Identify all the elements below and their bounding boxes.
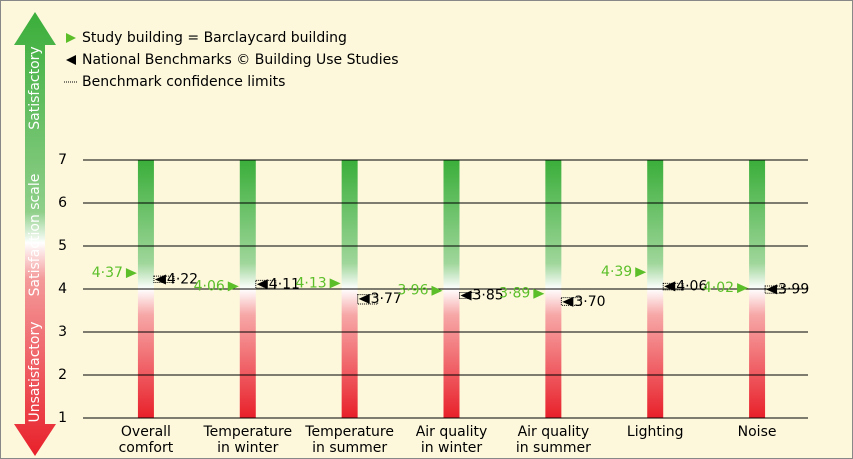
benchmark-marker [358, 293, 370, 304]
legend-label: National Benchmarks © Building Use Studi… [82, 52, 399, 68]
y-tick-label: 4 [58, 281, 67, 297]
benchmark-marker [766, 284, 778, 295]
y-tick-label: 6 [58, 195, 67, 211]
scale-arrow [14, 12, 56, 456]
x-tick-label: Air quality in winter [416, 424, 488, 456]
study-marker [329, 278, 341, 289]
x-tick-label-line: Air quality [518, 424, 590, 440]
x-tick-label-line: in winter [421, 440, 483, 456]
x-tick-label-line: Temperature [304, 424, 394, 440]
benchmark-label: 3·99 [778, 281, 809, 297]
study-marker [533, 288, 545, 299]
x-tick-label: Noise [738, 424, 777, 440]
legend-label: Benchmark confidence limits [82, 74, 285, 90]
benchmark-label: 4·22 [167, 272, 198, 288]
x-tick-label-line: comfort [119, 440, 174, 456]
x-tick-label-line: Temperature [202, 424, 292, 440]
scale-label: Satisfaction scale [27, 174, 43, 297]
x-tick-label: Air quality in summer [516, 424, 591, 456]
benchmark-label: 4·06 [676, 278, 707, 294]
study-marker [227, 281, 239, 292]
study-marker [737, 283, 749, 294]
x-tick-label: Overall comfort [119, 424, 174, 456]
benchmark-label: 3·77 [371, 291, 402, 307]
benchmark-marker [664, 281, 676, 292]
legend-marker [66, 33, 76, 43]
study-label: 4·13 [295, 275, 326, 291]
x-tick-label: Temperature in summer [304, 424, 394, 456]
x-tick-label-line: Lighting [627, 424, 684, 440]
y-tick-label: 7 [58, 152, 67, 168]
x-tick-label-line: in summer [312, 440, 387, 456]
x-tick-label: Temperature in winter [202, 424, 292, 456]
study-label: 3·89 [499, 286, 530, 302]
confidence-box [357, 294, 379, 305]
y-tick-label: 2 [58, 367, 67, 383]
legend-label: Study building = Barclaycard building [82, 30, 347, 46]
study-marker [431, 285, 443, 296]
x-tick-label-line: Air quality [416, 424, 488, 440]
x-tick-label-line: Noise [738, 424, 777, 440]
study-label: 4·02 [703, 280, 734, 296]
y-tick-label: 5 [58, 238, 67, 254]
benchmark-marker [562, 296, 574, 307]
study-marker [635, 267, 647, 278]
study-label: 4·39 [601, 264, 632, 280]
benchmark-label: 3·70 [574, 294, 605, 310]
y-tick-label: 3 [58, 324, 67, 340]
scale-label: Unsatisfactory [27, 322, 43, 423]
scale-label: Satisfactory [27, 46, 43, 129]
x-tick-label-line: Overall [121, 424, 171, 440]
study-label: 4·06 [194, 278, 225, 294]
benchmark-marker [460, 290, 472, 301]
benchmark-label: 3·85 [473, 287, 504, 303]
benchmark-marker [154, 274, 166, 285]
benchmark-marker [256, 279, 268, 290]
x-tick-label-line: in summer [516, 440, 591, 456]
x-tick-label-line: in winter [217, 440, 279, 456]
study-marker [125, 268, 137, 279]
legend-marker [66, 55, 76, 65]
benchmark-label: 4·11 [269, 276, 300, 292]
y-tick-label: 1 [58, 410, 67, 426]
study-label: 3·96 [397, 283, 428, 299]
x-tick-label: Lighting [627, 424, 684, 440]
study-label: 4·37 [92, 265, 123, 281]
confidence-box [560, 297, 582, 306]
